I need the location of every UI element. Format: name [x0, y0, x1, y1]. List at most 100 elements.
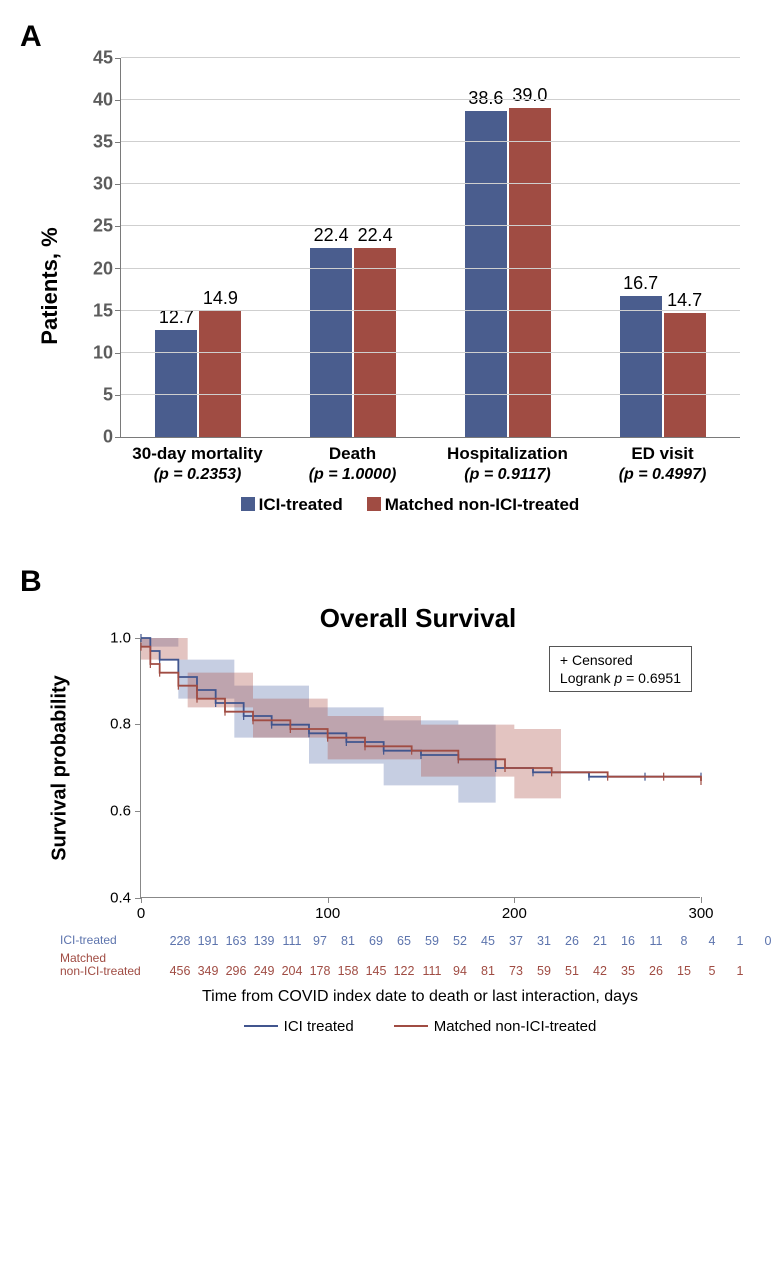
y-tick: 30 — [93, 174, 121, 195]
km-ylabel: Survival probability — [49, 675, 72, 861]
risk-value: 1 — [737, 964, 744, 978]
y-tick: 0.8 — [110, 716, 141, 733]
risk-value: 456 — [170, 964, 191, 978]
risk-value: 163 — [226, 934, 247, 948]
risk-value: 59 — [537, 964, 551, 978]
km-plot-wrap: Survival probability + Censored Logrank … — [60, 638, 740, 1035]
y-tick: 45 — [93, 48, 121, 69]
bar-chart-plot: 12.714.922.422.438.639.016.714.7 0510152… — [120, 58, 740, 438]
y-tick: 0.6 — [110, 803, 141, 820]
x-tick: 0 — [137, 897, 145, 922]
legend-item: ICI-treated — [241, 495, 343, 515]
bar-value-label: 16.7 — [623, 273, 658, 294]
bar: 14.9 — [199, 311, 241, 437]
risk-value: 228 — [170, 934, 191, 948]
bar-value-label: 39.0 — [512, 85, 547, 106]
legend-item: ICI treated — [244, 1018, 354, 1035]
risk-value: 51 — [565, 964, 579, 978]
risk-value: 97 — [313, 934, 327, 948]
x-tick: 200 — [502, 897, 527, 922]
bar-value-label: 22.4 — [358, 225, 393, 246]
y-tick: 5 — [103, 384, 121, 405]
x-category-label: ED visit(p = 0.4997) — [588, 444, 738, 485]
risk-value: 15 — [677, 964, 691, 978]
risk-value: 122 — [394, 964, 415, 978]
bar: 22.4 — [310, 248, 352, 437]
risk-value: 145 — [366, 964, 387, 978]
y-tick: 0 — [103, 427, 121, 448]
risk-value: 42 — [593, 964, 607, 978]
risk-value: 37 — [509, 934, 523, 948]
risk-value: 191 — [198, 934, 219, 948]
risk-value: 94 — [453, 964, 467, 978]
risk-value: 111 — [282, 934, 301, 948]
risk-value: 8 — [681, 934, 688, 948]
bar-group: 12.714.9 — [133, 311, 263, 437]
risk-value: 11 — [650, 934, 663, 948]
risk-value: 16 — [621, 934, 635, 948]
bar: 39.0 — [509, 108, 551, 437]
km-xlabel: Time from COVID index date to death or l… — [140, 988, 700, 1006]
risk-value: 5 — [709, 964, 716, 978]
bar-chart-legend: ICI-treated Matched non-ICI-treated — [60, 495, 760, 515]
risk-value: 65 — [397, 934, 411, 948]
km-title: Overall Survival — [80, 603, 756, 634]
x-tick: 100 — [315, 897, 340, 922]
x-category-label: 30-day mortality(p = 0.2353) — [123, 444, 273, 485]
bar-group: 38.639.0 — [443, 108, 573, 437]
risk-value: 59 — [425, 934, 439, 948]
legend-item: Matched non-ICI-treated — [367, 495, 580, 515]
bar-group: 16.714.7 — [598, 296, 728, 437]
censored-label: + Censored — [560, 651, 681, 669]
risk-table: ICI-treated22819116313911197816965595245… — [60, 934, 740, 982]
risk-value: 349 — [198, 964, 219, 978]
y-tick: 20 — [93, 258, 121, 279]
x-tick: 300 — [688, 897, 713, 922]
panel-a-label: A — [20, 20, 756, 54]
y-tick: 15 — [93, 300, 121, 321]
bar: 38.6 — [465, 111, 507, 437]
km-plot: + Censored Logrank p = 0.6951 0.40.60.81… — [140, 638, 700, 898]
risk-value: 111 — [422, 964, 441, 978]
risk-value: 1 — [737, 934, 744, 948]
risk-value: 178 — [310, 964, 331, 978]
bar-group: 22.422.4 — [288, 248, 418, 437]
y-tick: 10 — [93, 342, 121, 363]
bar: 22.4 — [354, 248, 396, 437]
risk-value: 52 — [453, 934, 467, 948]
risk-value: 81 — [341, 934, 355, 948]
risk-value: 69 — [369, 934, 383, 948]
bar: 16.7 — [620, 296, 662, 437]
km-legend-box: + Censored Logrank p = 0.6951 — [549, 646, 692, 692]
risk-value: 296 — [226, 964, 247, 978]
risk-value: 158 — [338, 964, 359, 978]
panel-b-label: B — [20, 565, 756, 599]
risk-row-label: Matchednon-ICI-treated — [60, 952, 175, 978]
risk-value: 249 — [254, 964, 275, 978]
y-tick: 25 — [93, 216, 121, 237]
logrank-label: Logrank p = 0.6951 — [560, 669, 681, 687]
risk-value: 35 — [621, 964, 635, 978]
panel-b: B Overall Survival Survival probability … — [20, 565, 756, 1035]
panel-a: A Patients, % 12.714.922.422.438.639.016… — [20, 20, 756, 515]
risk-value: 81 — [481, 964, 495, 978]
bar: 12.7 — [155, 330, 197, 437]
x-category-label: Death(p = 1.0000) — [278, 444, 428, 485]
bar-groups: 12.714.922.422.438.639.016.714.7 — [121, 58, 740, 437]
bar-value-label: 14.7 — [667, 290, 702, 311]
risk-value: 4 — [709, 934, 716, 948]
risk-value: 73 — [509, 964, 523, 978]
bar-value-label: 14.9 — [203, 288, 238, 309]
legend-item: Matched non-ICI-treated — [394, 1018, 597, 1035]
risk-value: 45 — [481, 934, 495, 948]
y-tick: 35 — [93, 132, 121, 153]
y-tick: 40 — [93, 90, 121, 111]
km-legend: ICI treated Matched non-ICI-treated — [140, 1018, 700, 1035]
y-axis-label: Patients, % — [37, 228, 63, 345]
bar-value-label: 22.4 — [314, 225, 349, 246]
risk-row-label: ICI-treated — [60, 934, 175, 947]
risk-value: 31 — [537, 934, 551, 948]
bar-chart: Patients, % 12.714.922.422.438.639.016.7… — [60, 58, 760, 515]
risk-value: 139 — [254, 934, 275, 948]
x-category-label: Hospitalization(p = 0.9117) — [433, 444, 583, 485]
